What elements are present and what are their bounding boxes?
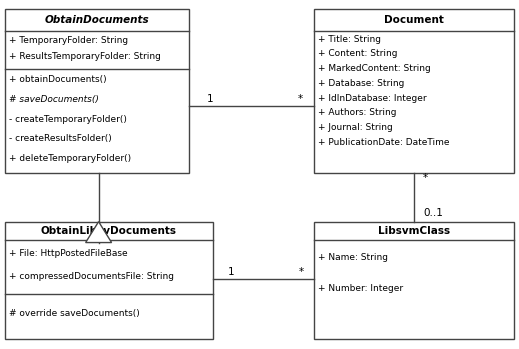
Bar: [314, 9, 514, 173]
Text: ObtainDocuments: ObtainDocuments: [45, 15, 149, 25]
Text: *: *: [298, 267, 304, 277]
Text: - createResultsFolder(): - createResultsFolder(): [9, 134, 112, 143]
Text: 1: 1: [207, 95, 213, 104]
Text: 1: 1: [228, 267, 234, 277]
Text: + deleteTemporaryFolder(): + deleteTemporaryFolder(): [9, 154, 131, 163]
Text: + TemporaryFolder: String: + TemporaryFolder: String: [9, 36, 129, 45]
Text: # override saveDocuments(): # override saveDocuments(): [9, 309, 140, 318]
Text: + obtainDocuments(): + obtainDocuments(): [9, 75, 107, 84]
Bar: [5, 9, 189, 173]
Text: + MarkedContent: String: + MarkedContent: String: [318, 64, 431, 73]
Text: + IdInDatabase: Integer: + IdInDatabase: Integer: [318, 94, 427, 103]
Polygon shape: [86, 222, 112, 243]
Text: + Authors: String: + Authors: String: [318, 109, 397, 117]
Text: + ResultsTemporaryFolder: String: + ResultsTemporaryFolder: String: [9, 52, 161, 61]
Text: + Name: String: + Name: String: [318, 253, 388, 262]
Text: *: *: [297, 95, 303, 104]
Text: + PublicationDate: DateTime: + PublicationDate: DateTime: [318, 138, 449, 147]
Text: ObtainLibsvDocuments: ObtainLibsvDocuments: [41, 226, 177, 236]
Text: + Number: Integer: + Number: Integer: [318, 284, 403, 293]
Text: - createTemporaryFolder(): - createTemporaryFolder(): [9, 114, 127, 124]
Text: LibsvmClass: LibsvmClass: [378, 226, 450, 236]
Bar: [314, 222, 514, 339]
Text: + Journal: String: + Journal: String: [318, 123, 393, 132]
Text: + Content: String: + Content: String: [318, 49, 398, 58]
Text: Document: Document: [384, 15, 444, 25]
Text: + Database: String: + Database: String: [318, 79, 404, 88]
Text: + compressedDocumentsFile: String: + compressedDocumentsFile: String: [9, 272, 174, 281]
Text: # saveDocuments(): # saveDocuments(): [9, 95, 99, 104]
Text: + Title: String: + Title: String: [318, 35, 381, 44]
Text: 0..1: 0..1: [423, 208, 443, 218]
Text: *: *: [423, 173, 428, 183]
Text: + File: HttpPostedFileBase: + File: HttpPostedFileBase: [9, 249, 128, 258]
Bar: [5, 222, 213, 339]
